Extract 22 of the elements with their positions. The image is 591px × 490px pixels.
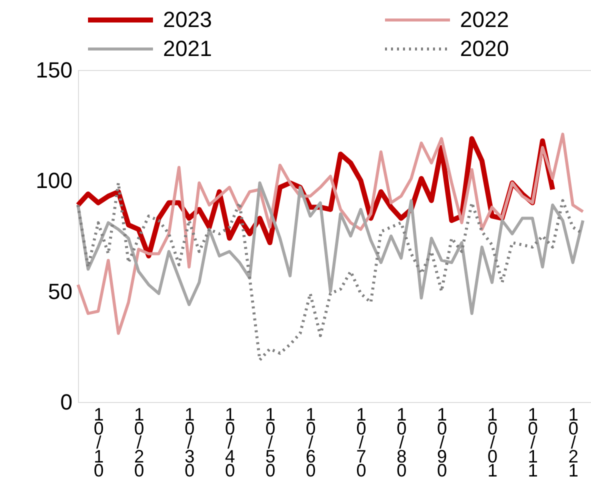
x-tick-label: 10/60 bbox=[306, 404, 316, 480]
y-tick-label: 0 bbox=[60, 390, 72, 414]
x-tick-label: 10/01 bbox=[488, 404, 498, 480]
x-tick-label: 10/80 bbox=[396, 404, 407, 480]
x-tick-label: 10/11 bbox=[528, 404, 538, 480]
legend-label: 2021 bbox=[163, 36, 212, 61]
x-tick-label: 10/90 bbox=[437, 404, 448, 480]
legend-label: 2023 bbox=[163, 7, 212, 32]
y-tick-label: 150 bbox=[36, 58, 72, 82]
x-tick-label: 10/50 bbox=[265, 404, 276, 480]
x-tick-label: 10/10 bbox=[94, 404, 104, 480]
line-series bbox=[76, 132, 584, 335]
y-tick-label: 50 bbox=[48, 278, 72, 304]
x-tick-label: 10/70 bbox=[356, 404, 366, 480]
line-series bbox=[76, 181, 584, 315]
x-tick-label: 10/40 bbox=[224, 404, 235, 480]
x-tick-label: 10/21 bbox=[568, 404, 578, 480]
legend-label: 2022 bbox=[460, 7, 509, 32]
x-tick-label: 10/20 bbox=[134, 404, 144, 480]
x-tick-label: 10/30 bbox=[184, 404, 195, 480]
y-tick-label: 100 bbox=[36, 168, 72, 194]
legend-label: 2020 bbox=[460, 36, 509, 61]
